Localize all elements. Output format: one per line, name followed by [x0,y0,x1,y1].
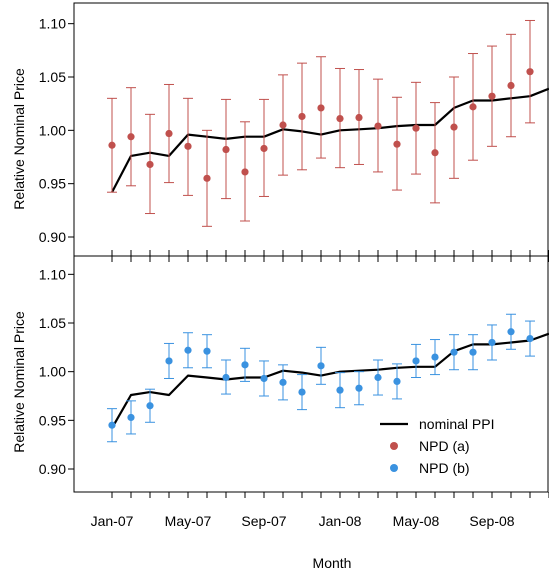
x-tick-label: May-08 [393,513,440,529]
data-point [431,149,439,157]
y-tick-label: 1.05 [39,69,66,85]
legend-point-swatch [390,442,398,450]
data-point [203,174,211,182]
data-point [298,112,306,121]
data-point [469,103,477,111]
data-point [279,121,287,129]
data-point [450,348,458,356]
series-line-nominal-ppi [111,87,549,193]
x-tick-label: Sep-07 [241,513,286,529]
data-point [431,353,439,361]
data-point [165,129,173,138]
data-point [488,92,496,100]
data-point [412,124,420,132]
y-tick-label: 0.90 [39,229,66,245]
x-tick-label: Sep-08 [469,513,514,529]
data-point [374,122,382,130]
data-point [260,374,268,383]
y-tick-label: 0.95 [39,412,66,428]
x-tick-label: May-07 [165,513,212,529]
series-line-nominal-ppi [111,332,549,429]
data-point [336,115,344,123]
y-tick-label: 0.90 [39,461,66,477]
data-point [507,81,515,90]
data-point [222,373,230,382]
y-tick-label: 1.10 [39,16,66,32]
data-point [412,357,420,365]
legend: nominal PPI NPD (a) NPD (b) [380,416,494,476]
x-axis-label: Month [313,555,352,571]
data-point [241,361,249,369]
data-point [317,104,325,112]
data-point [127,133,135,141]
bottom-y-axis-label: Relative Nominal Price [11,311,27,453]
top-y-axis-label: Relative Nominal Price [11,68,27,210]
data-point [260,144,268,153]
data-point [374,373,382,382]
data-point [184,346,192,354]
data-point [393,377,401,385]
data-point [127,413,135,422]
data-point [146,402,154,410]
data-point [317,362,325,370]
data-point [279,378,287,386]
top-panel: 0.90 0.95 1.00 1.05 1.10 [39,16,549,256]
data-point [507,328,515,336]
data-point [450,123,458,131]
data-point [355,384,363,392]
bottom-panel-frame [73,255,549,493]
y-tick-label: 1.00 [39,122,66,138]
top-panel-frame [73,2,549,257]
legend-label: NPD (a) [419,438,470,454]
data-point [469,348,477,356]
data-point [336,386,344,394]
legend-label: NPD (b) [419,460,470,476]
data-point [355,113,363,122]
y-tick-label: 1.10 [39,266,66,282]
data-point [108,421,116,429]
legend-point-swatch [390,464,398,472]
data-point [184,142,192,150]
data-point [241,168,249,176]
data-point [165,357,173,365]
data-point [108,141,116,149]
y-tick-label: 1.00 [39,364,66,380]
data-point [298,388,306,396]
x-tick-label: Jan-07 [91,513,134,529]
data-point [203,347,211,355]
data-point [526,334,534,343]
legend-label: nominal PPI [419,416,494,432]
y-tick-label: 0.95 [39,176,66,192]
y-tick-label: 1.05 [39,315,66,331]
data-point [526,68,534,76]
bottom-panel: 0.90 0.95 1.00 1.05 1.10 Jan-07 May-07 Sep-07 Ja… [39,256,549,529]
data-point [488,338,496,347]
x-tick-label: Jan-08 [319,513,362,529]
data-point [146,160,154,169]
data-point [222,145,230,154]
data-point [393,140,401,148]
